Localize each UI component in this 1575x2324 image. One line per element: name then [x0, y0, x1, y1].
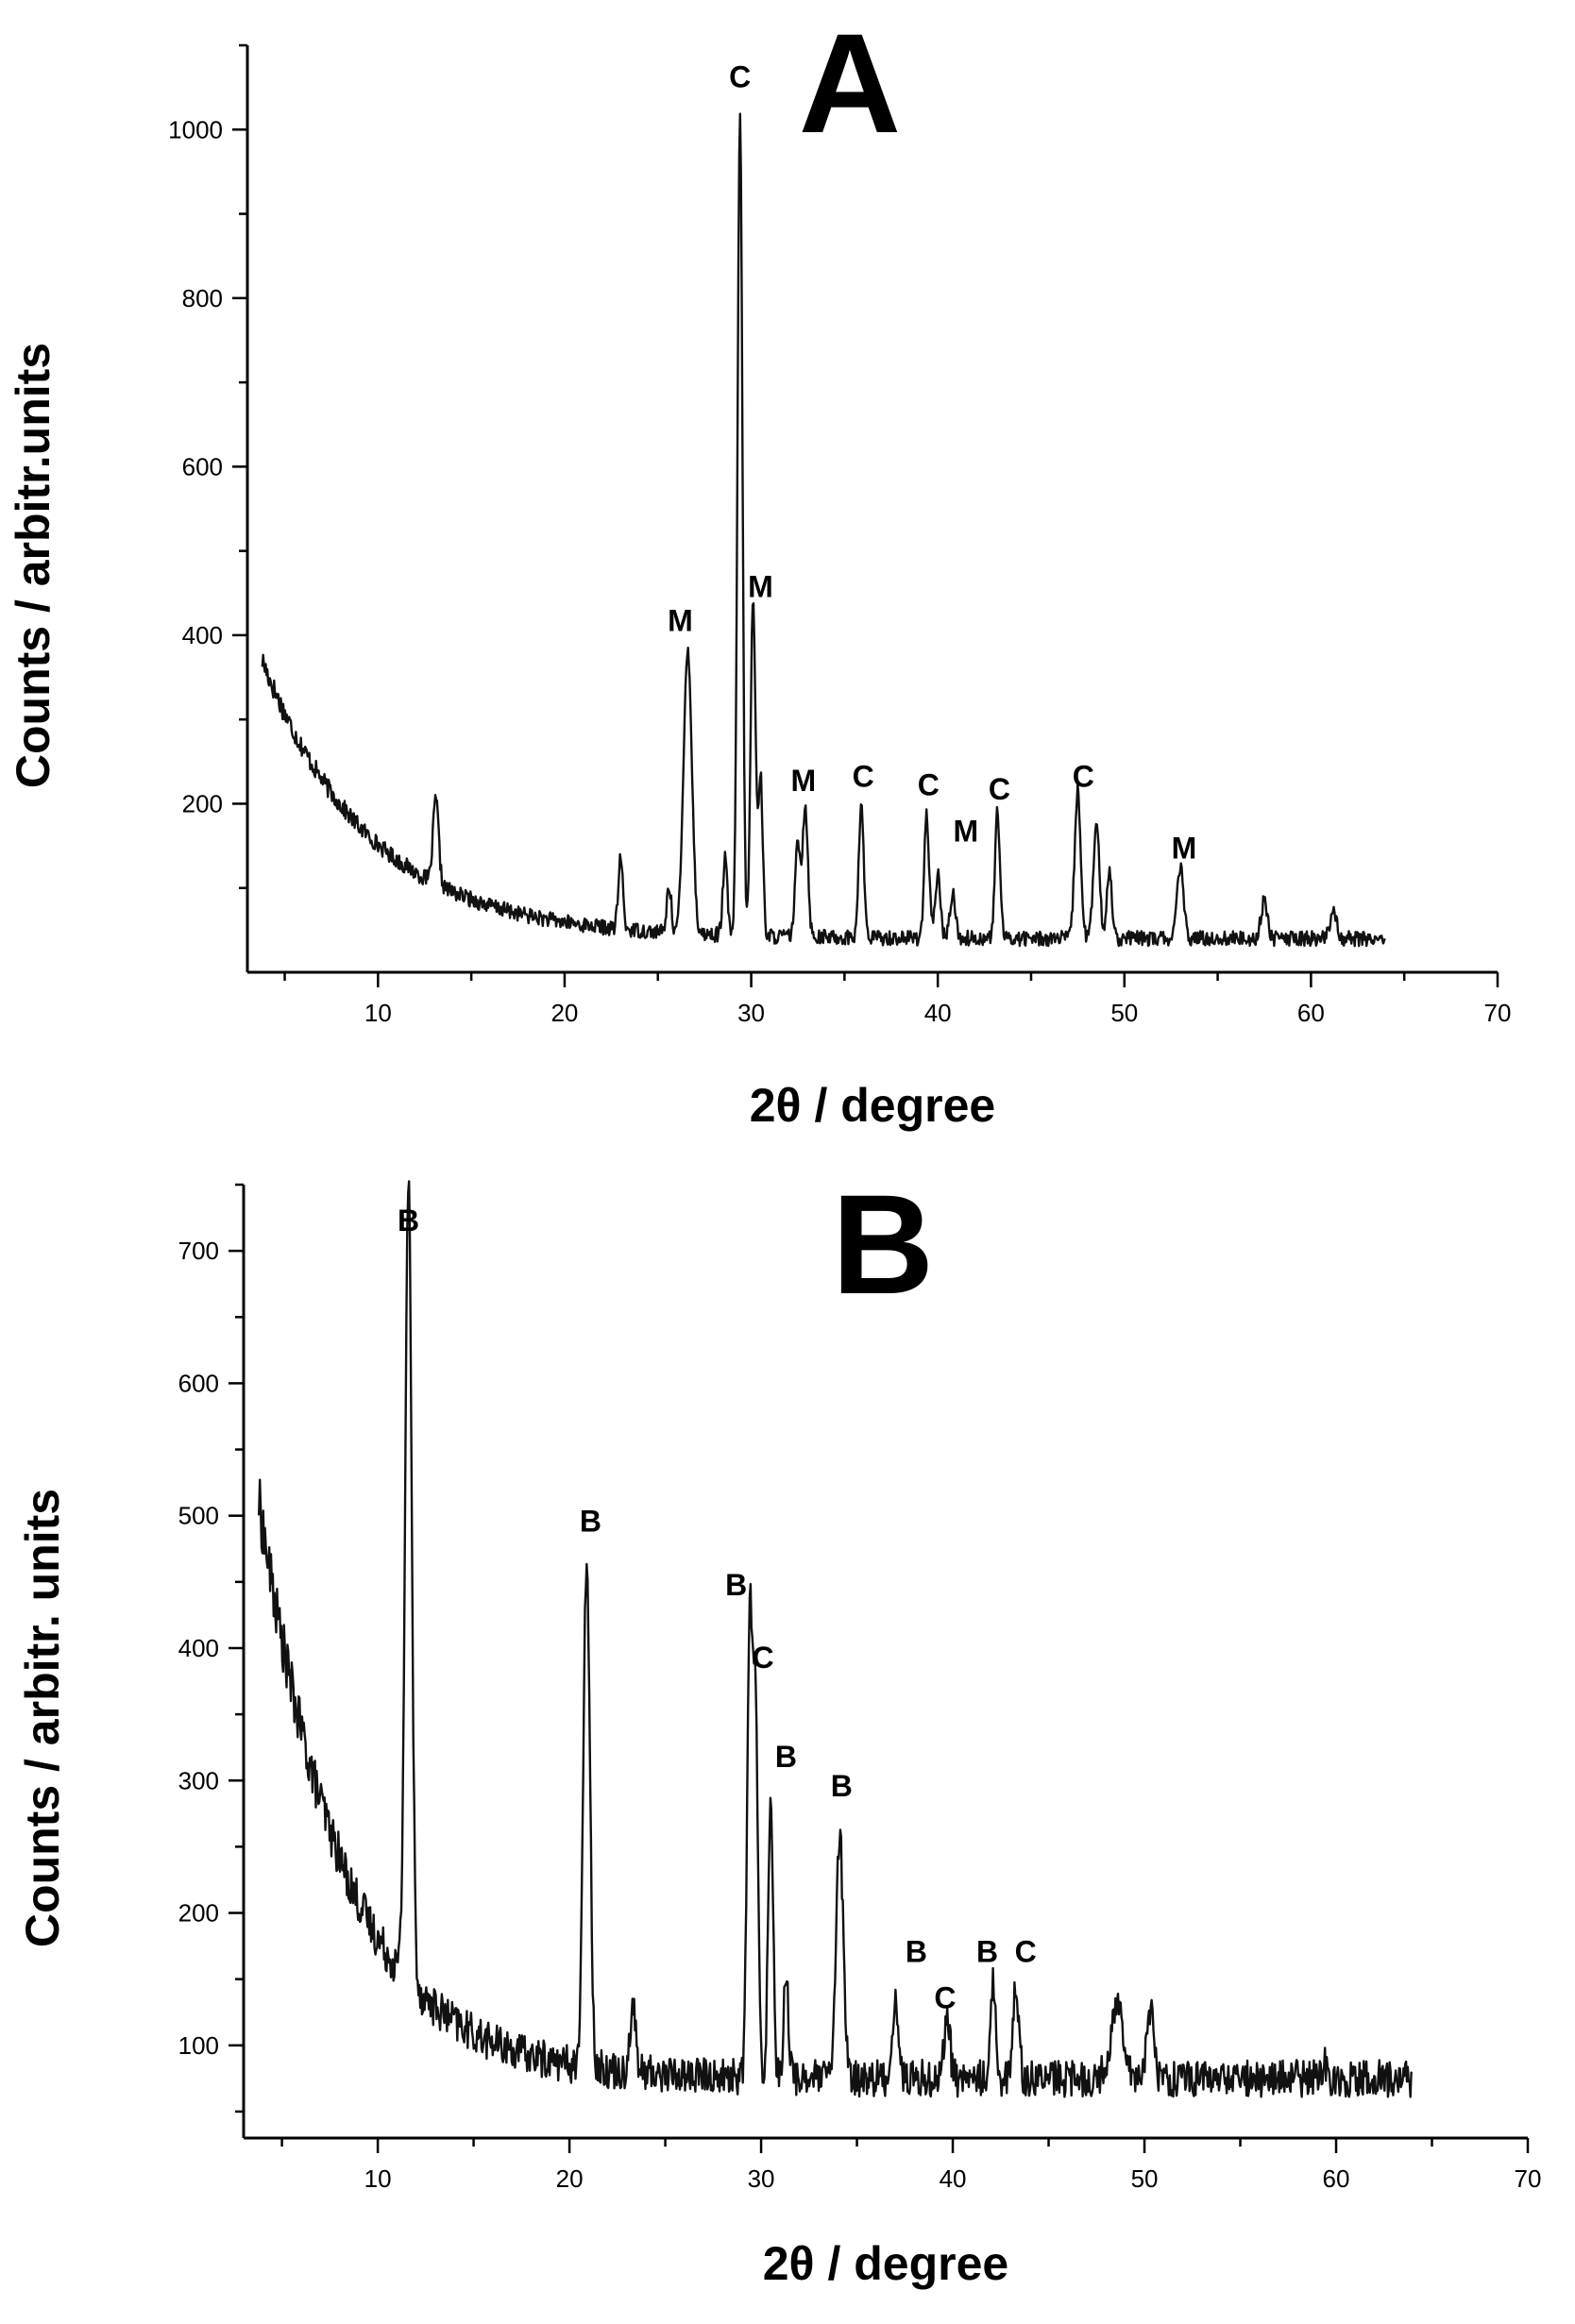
y-tick-label: 400 — [178, 1634, 219, 1662]
y-tick-label: 200 — [178, 1899, 219, 1928]
x-tick-label: 20 — [550, 999, 578, 1027]
y-tick-label: 200 — [182, 789, 223, 817]
panel-a-chart: 10 20 30 40 50 60 70 200 400 600 800 1000 2θ / degre… — [7, 4, 1511, 1132]
peak-label: M — [668, 603, 693, 637]
peak-label: C — [753, 1641, 774, 1675]
peak-label: M — [791, 764, 817, 798]
x-tick-label: 50 — [1131, 2164, 1159, 2193]
x-axis-title: 2θ / degree — [763, 2237, 1008, 2290]
peak-label: C — [918, 768, 940, 802]
x-tick-label: 40 — [940, 2164, 967, 2193]
diffraction-trace — [261, 112, 1386, 948]
peak-label: B — [906, 1934, 927, 1968]
peak-label: M — [748, 570, 773, 604]
y-tick-label: 1000 — [168, 115, 223, 143]
peak-label: C — [853, 760, 874, 794]
x-tick-label: 50 — [1110, 999, 1138, 1027]
peak-label: B — [976, 1934, 998, 1968]
y-tick-label: 300 — [178, 1766, 219, 1794]
peak-label: C — [1073, 760, 1094, 794]
peak-label: C — [989, 772, 1010, 806]
panel-label: A — [799, 4, 901, 162]
x-tick-label: 30 — [737, 999, 765, 1027]
peak-label: B — [775, 1740, 797, 1774]
peak-label: C — [934, 1981, 956, 2015]
x-axis-title: 2θ / degree — [750, 1079, 995, 1132]
peak-label: B — [831, 1769, 853, 1803]
peak-label: B — [398, 1204, 419, 1238]
peak-label: M — [1172, 831, 1197, 865]
diffraction-trace — [258, 1180, 1414, 2098]
panel-label: B — [832, 1165, 934, 1323]
y-tick-label: 700 — [178, 1237, 219, 1265]
y-axis-title: Counts / arbitr.units — [7, 343, 59, 788]
x-tick-label: 30 — [748, 2164, 775, 2193]
y-tick-label: 800 — [182, 284, 223, 312]
peak-label: M — [953, 815, 978, 849]
peak-label: B — [725, 1568, 747, 1602]
x-tick-label: 70 — [1484, 999, 1512, 1027]
y-tick-label: 400 — [182, 621, 223, 649]
y-tick-label: 500 — [178, 1502, 219, 1530]
x-tick-label: 60 — [1297, 999, 1325, 1027]
peak-label: C — [1015, 1934, 1037, 1968]
x-tick-label: 20 — [556, 2164, 584, 2193]
y-tick-label: 600 — [182, 452, 223, 480]
y-tick-label: 100 — [178, 2031, 219, 2060]
peak-label: B — [580, 1505, 601, 1539]
peak-label: C — [729, 60, 751, 94]
x-tick-label: 40 — [924, 999, 952, 1027]
x-tick-label: 70 — [1515, 2164, 1542, 2193]
x-tick-label: 10 — [364, 999, 392, 1027]
x-tick-label: 10 — [364, 2164, 392, 2193]
panel-b-chart: 10 20 30 40 50 60 70 100 200 300 400 500 600 700 2θ / … — [16, 1165, 1541, 2290]
y-tick-label: 600 — [178, 1369, 219, 1397]
y-axis-title: Counts / arbitr. units — [16, 1489, 69, 1947]
x-tick-label: 60 — [1323, 2164, 1350, 2193]
